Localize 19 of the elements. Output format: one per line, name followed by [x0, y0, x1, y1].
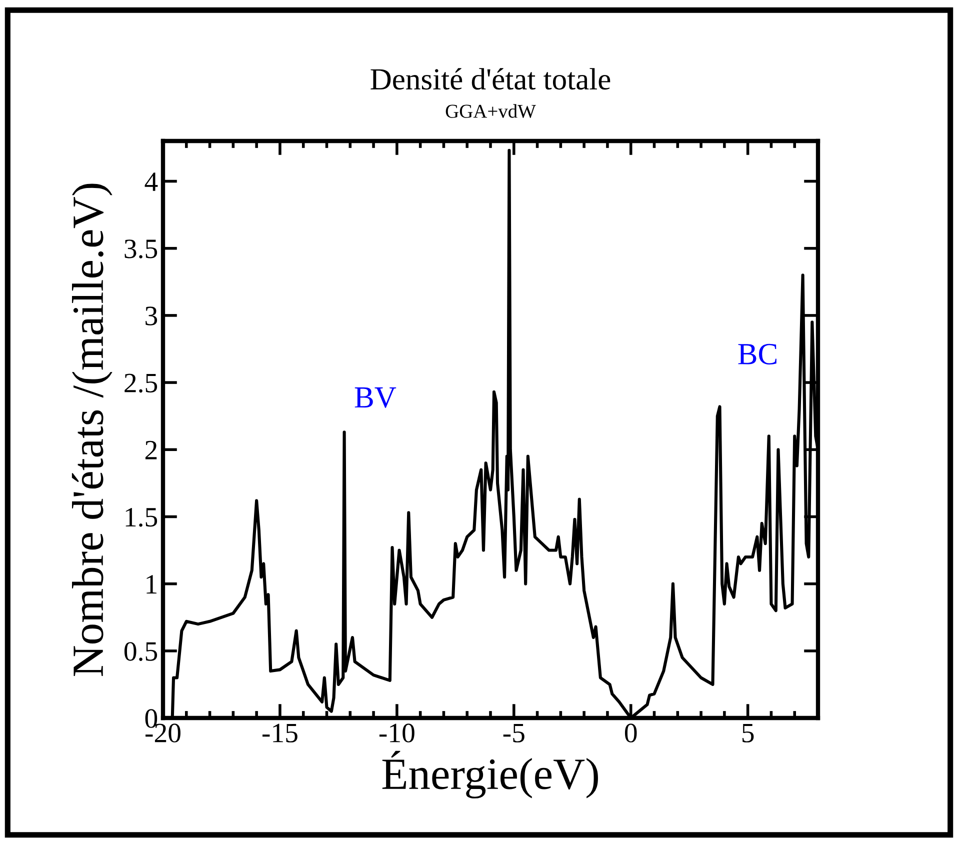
- x-tick-label: -15: [262, 724, 298, 742]
- annotation: BV: [354, 387, 396, 408]
- x-axis-title: Énergie(eV): [382, 750, 598, 798]
- y-axis-title: Nombre d'états /(maille.eV): [72, 184, 112, 676]
- x-tick-label: 0: [624, 724, 637, 742]
- x-tick-label: -5: [503, 724, 524, 742]
- y-tick-label: 4: [144, 172, 158, 191]
- y-tick-label: 2: [145, 440, 157, 460]
- y-tick-label: 1: [146, 575, 156, 594]
- chart-title: Densité d'état totale: [370, 68, 610, 90]
- y-tick-label: 0.5: [124, 642, 158, 661]
- x-tick-label: -10: [379, 724, 414, 742]
- x-tick-label: 5: [742, 724, 754, 742]
- y-tick-label: 1.5: [126, 508, 158, 527]
- annotation: BC: [738, 344, 776, 364]
- y-tick-label: 3.5: [124, 240, 158, 258]
- chart-subtitle: GGA+vdW: [446, 104, 536, 118]
- y-tick-label: 2.5: [124, 374, 158, 393]
- y-tick-label: 3: [146, 306, 158, 326]
